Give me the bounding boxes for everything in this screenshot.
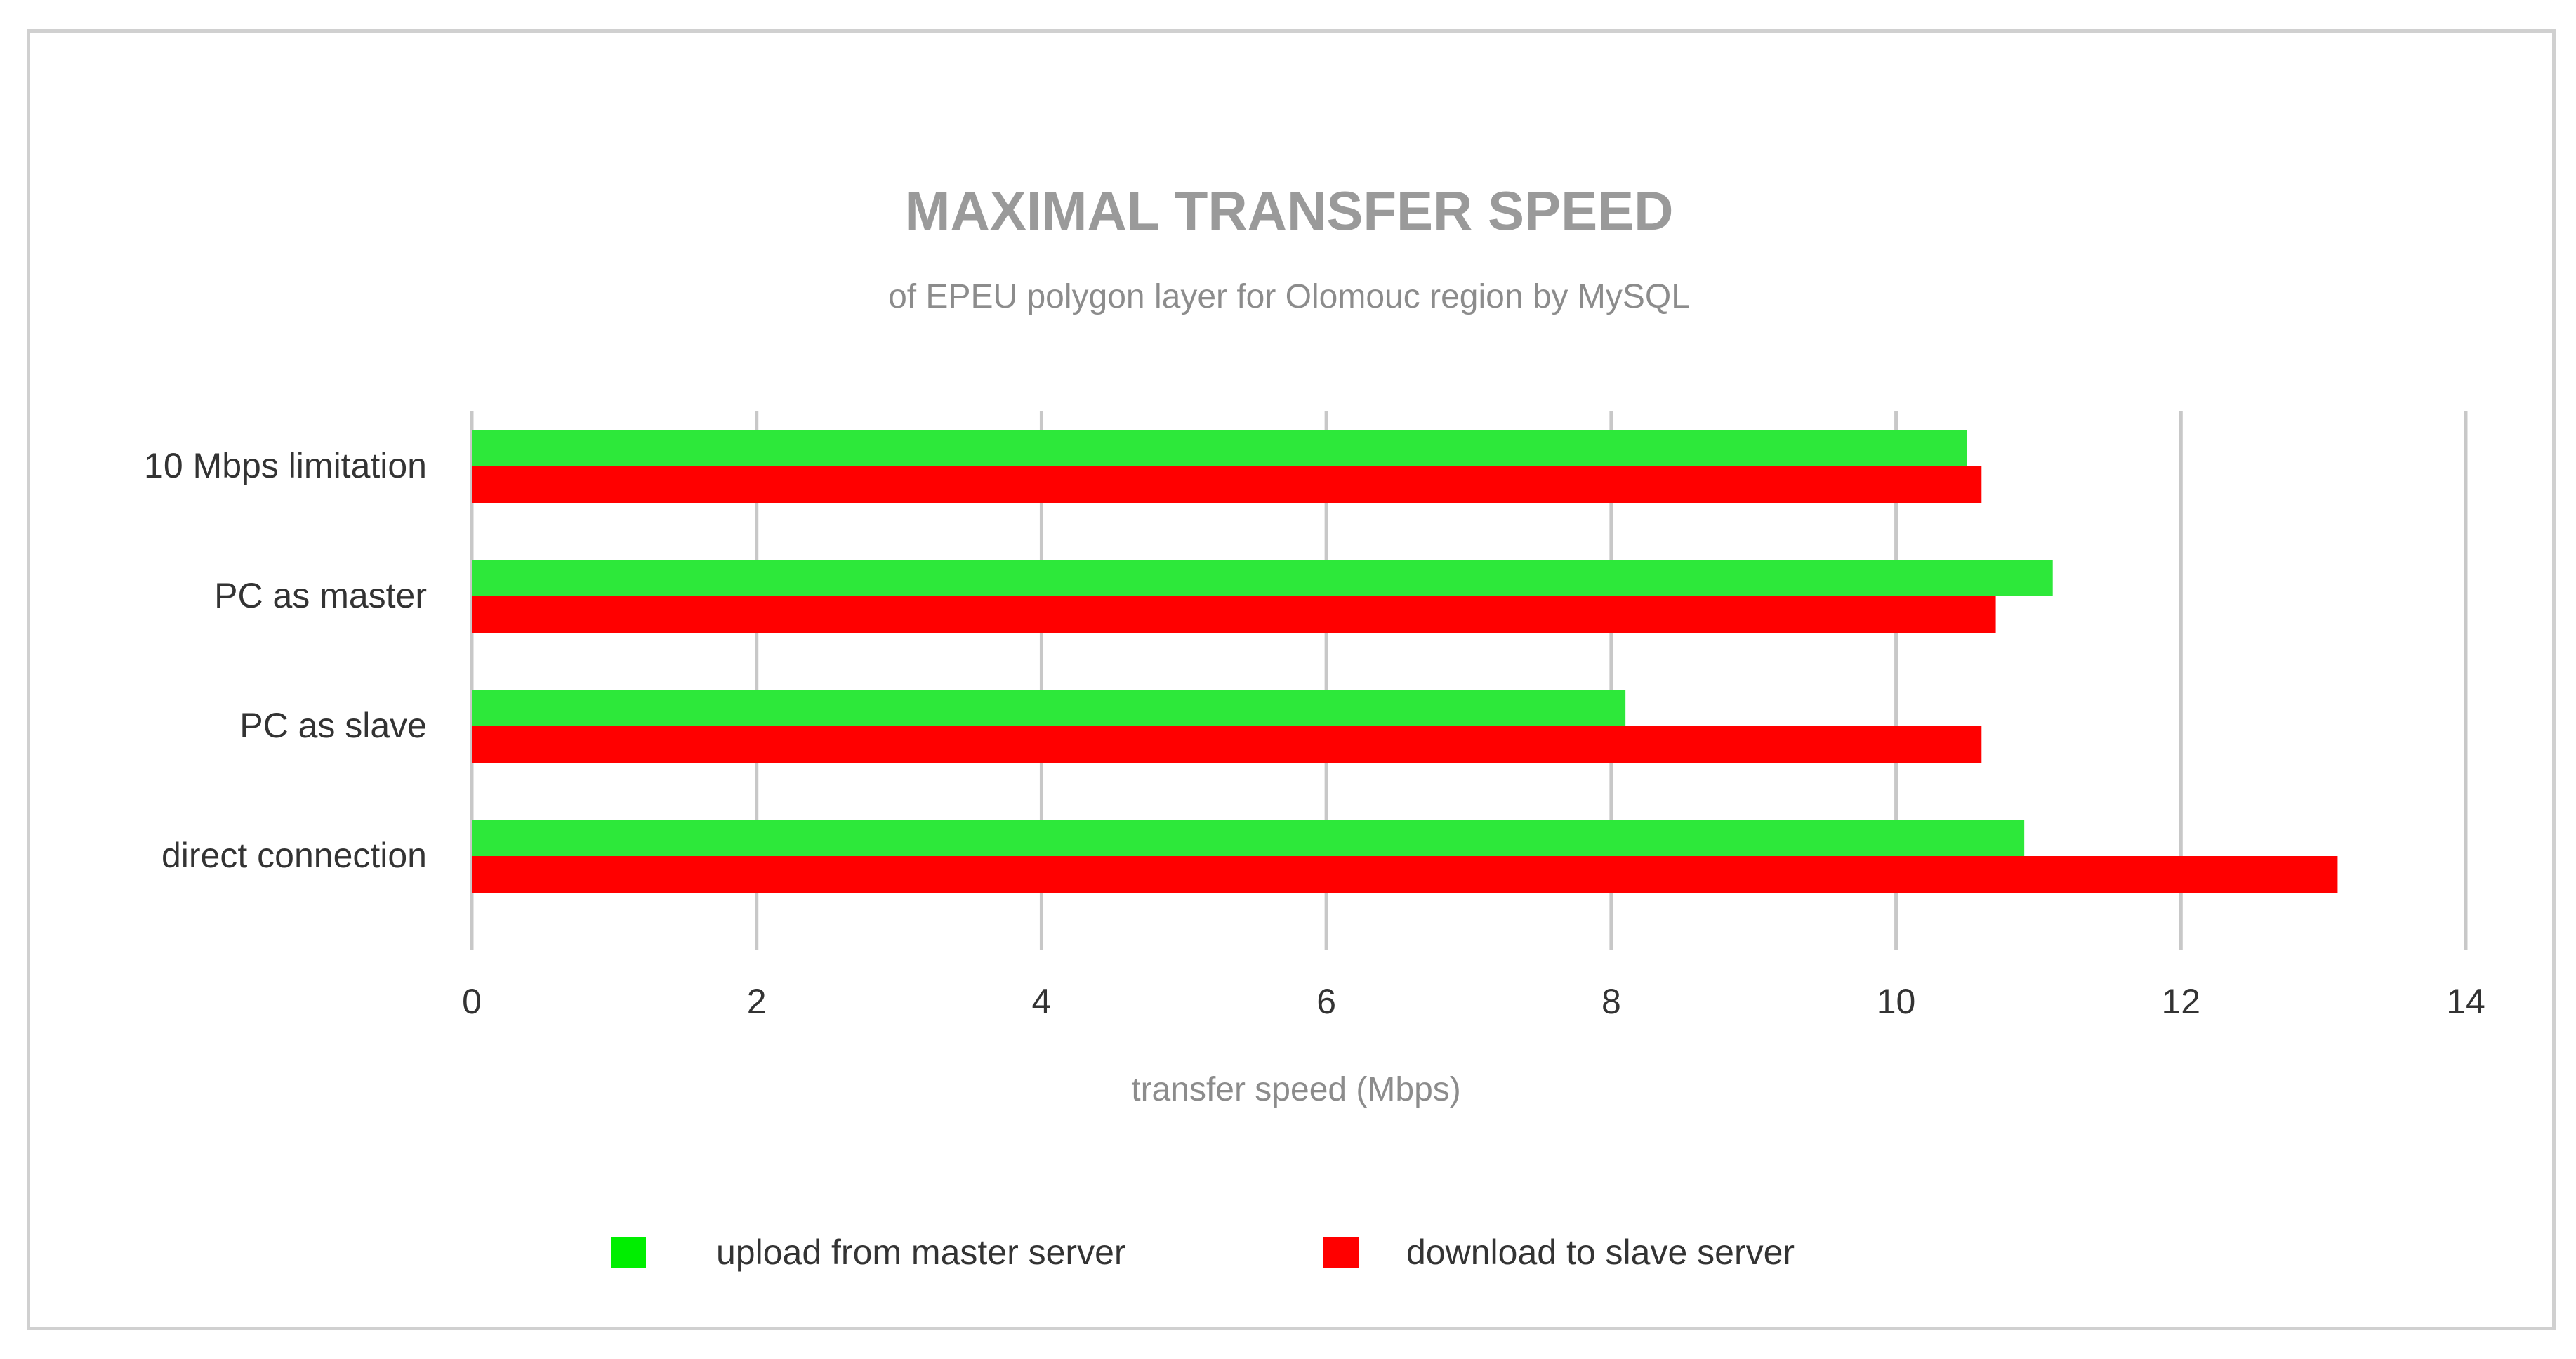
x-tick-label: 6	[1316, 982, 1336, 1021]
bar-download-1	[472, 596, 1996, 633]
bar-upload-0	[472, 430, 1967, 466]
chart-subtitle: of EPEU polygon layer for Olomouc region…	[888, 278, 1690, 315]
bars	[472, 430, 2338, 893]
chart-frame	[27, 29, 2556, 1330]
x-tick-label: 14	[2446, 982, 2485, 1021]
bar-upload-3	[472, 820, 2025, 856]
bar-download-2	[472, 726, 1982, 763]
category-label: PC as master	[214, 576, 427, 615]
x-tick-labels: 0 2 4 6 8 10 12 14	[462, 982, 2485, 1021]
chart-title: MAXIMAL TRANSFER SPEED	[905, 180, 1674, 242]
x-tick-label: 2	[747, 982, 767, 1021]
legend-swatch-download	[1323, 1237, 1359, 1268]
category-labels: 10 Mbps limitation PC as master PC as slav…	[144, 446, 427, 875]
x-tick-label: 12	[2161, 982, 2200, 1021]
x-tick-label: 10	[1877, 982, 1916, 1021]
x-tick-label: 8	[1601, 982, 1621, 1021]
x-tick-label: 4	[1032, 982, 1052, 1021]
legend-label-upload: upload from master server	[716, 1233, 1126, 1272]
x-axis-label: transfer speed (Mbps)	[1131, 1071, 1461, 1108]
category-label: PC as slave	[239, 706, 427, 745]
bar-upload-1	[472, 560, 2053, 596]
x-tick-label: 0	[462, 982, 482, 1021]
bar-download-0	[472, 466, 1982, 503]
legend-label-download: download to slave server	[1406, 1233, 1795, 1272]
legend-swatch-upload	[611, 1237, 646, 1268]
category-label: direct connection	[161, 836, 427, 875]
category-label: 10 Mbps limitation	[144, 446, 427, 485]
legend: upload from master server download to sla…	[611, 1233, 1795, 1272]
bar-download-3	[472, 856, 2338, 893]
bar-upload-2	[472, 690, 1626, 726]
